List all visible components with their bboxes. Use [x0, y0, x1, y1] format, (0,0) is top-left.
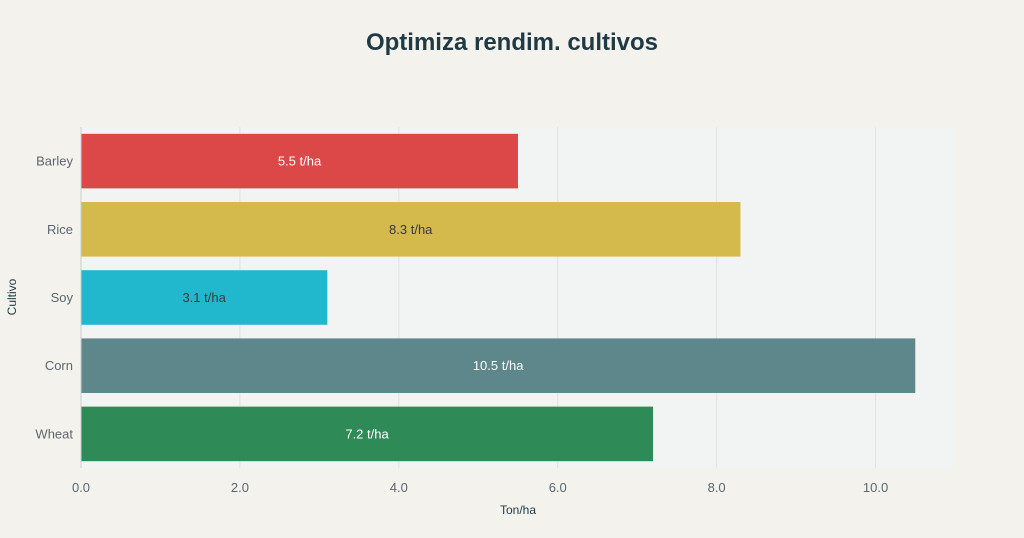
bar-soy [81, 270, 328, 325]
x-tick-label: 4.0 [390, 480, 408, 495]
y-tick-label: Corn [45, 358, 73, 373]
y-tick-label: Soy [51, 290, 74, 305]
bar-wheat [81, 406, 654, 462]
x-tick-label: 6.0 [549, 480, 567, 495]
bar-barley [81, 133, 518, 189]
y-tick-label: Wheat [35, 426, 73, 441]
chart-title: Optimiza rendim. cultivos [366, 29, 658, 56]
y-tick-label: Rice [47, 222, 73, 237]
bar-data-label: 7.2 t/ha [345, 426, 389, 441]
x-axis-title: Ton/ha [500, 503, 536, 517]
bar-data-label: 3.1 t/ha [182, 290, 226, 305]
y-tick-labels: Barley Rice Soy Corn Wheat [35, 154, 73, 442]
bar-data-label: 8.3 t/ha [389, 222, 433, 237]
bar-rice [81, 202, 741, 257]
x-tick-label: 2.0 [231, 480, 249, 495]
x-tick-label: 0.0 [72, 480, 90, 495]
x-tick-label: 8.0 [708, 480, 726, 495]
bar-data-label: 5.5 t/ha [278, 154, 322, 169]
bar-data-label: 10.5 t/ha [473, 358, 524, 373]
y-axis-title: Cultivo [5, 278, 19, 315]
bars: 5.5 t/ha 8.3 t/ha 3.1 t/ha 10.5 t/ha 7.2 t/h… [81, 133, 916, 462]
x-tick-labels: 0.0 2.0 4.0 6.0 8.0 10.0 [72, 480, 888, 495]
bar-corn [81, 338, 916, 393]
y-tick-label: Barley [36, 154, 73, 169]
x-tick-label: 10.0 [863, 480, 888, 495]
